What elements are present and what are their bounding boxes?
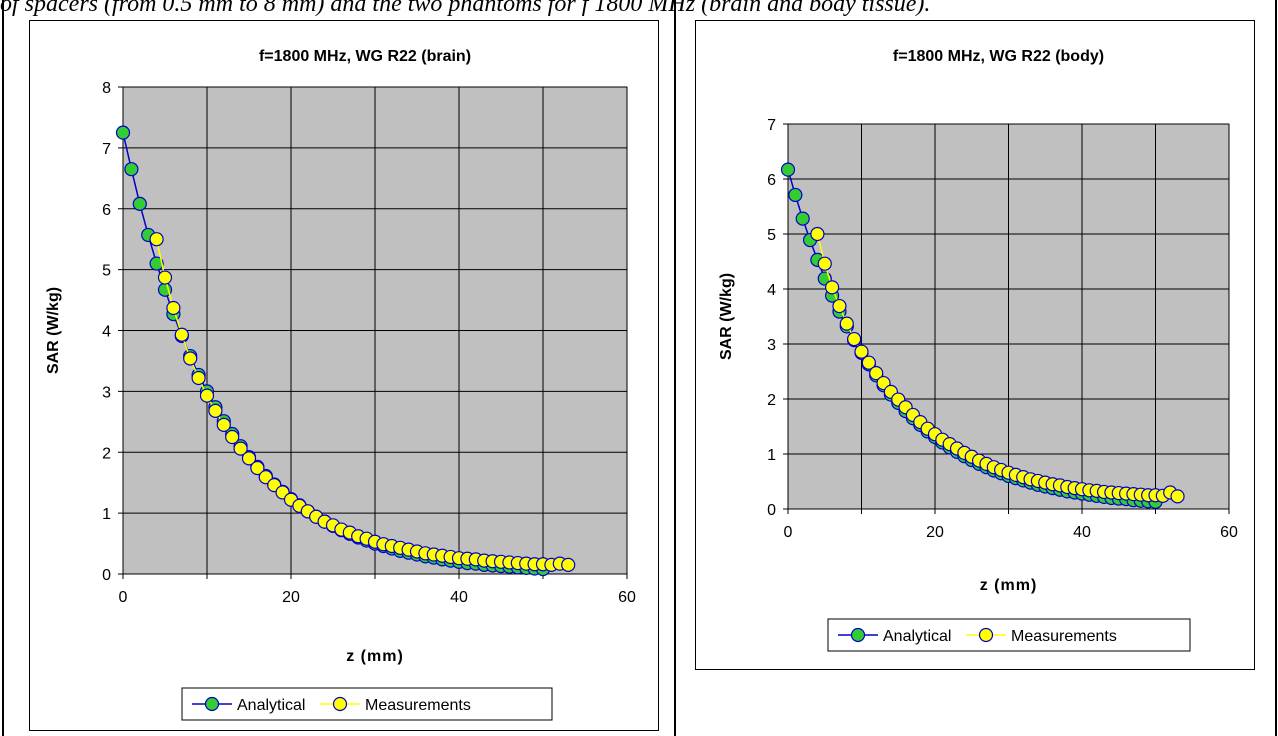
data-point [115, 125, 131, 140]
data-point [780, 162, 796, 177]
legend: Analytical Measurements [827, 618, 1191, 652]
data-point [199, 388, 215, 403]
page-caption: of spacers (from 0.5 mm to 8 mm) and the… [0, 0, 931, 17]
data-point [861, 355, 876, 370]
data-point [1170, 489, 1185, 504]
legend-label: Measurements [365, 697, 471, 714]
data-point [241, 451, 257, 466]
y-tick-label: 3 [102, 384, 111, 401]
x-tick-label: 20 [282, 589, 300, 606]
data-point [847, 331, 862, 347]
data-point [157, 270, 173, 285]
data-point [788, 187, 803, 203]
x-tick-label: 60 [1220, 524, 1238, 541]
legend-box [181, 687, 553, 721]
data-point [839, 316, 854, 331]
y-tick-label: 3 [767, 337, 776, 354]
chart-panel-brain: f=1800 MHz, WG R22 (brain) 0 1 2 3 4 5 6 7 8 0 20 40… [29, 20, 659, 731]
y-tick-label: 1 [767, 447, 776, 464]
x-tick-label: 40 [1073, 524, 1091, 541]
data-point [149, 256, 164, 271]
y-tick-label: 6 [767, 172, 776, 189]
y-tick-label: 5 [767, 227, 776, 244]
data-point [208, 403, 223, 418]
legend-label: Analytical [883, 628, 951, 645]
data-point [233, 441, 248, 456]
legend-marker [332, 696, 348, 712]
y-tick-label: 7 [102, 141, 111, 158]
data-point [124, 162, 139, 177]
data-point [832, 298, 847, 314]
chart-panel-body: f=1800 MHz, WG R22 (body) 0 1 2 3 4 5 6 7 0 20 40 60… [695, 20, 1255, 670]
y-tick-label: 8 [102, 80, 111, 97]
chart-body: f=1800 MHz, WG R22 (body) 0 1 2 3 4 5 6 7 0 20 40 60… [718, 48, 1238, 652]
y-tick-label: 2 [102, 445, 111, 462]
data-point [149, 232, 164, 247]
y-tick-label: 4 [102, 324, 111, 341]
legend-marker [204, 696, 220, 712]
y-tick-label: 2 [767, 392, 776, 409]
y-axis-label: SAR (W/kg) [45, 287, 62, 374]
y-tick-label: 1 [102, 506, 111, 523]
data-point [795, 211, 810, 226]
data-point [854, 344, 869, 359]
x-tick-label: 0 [119, 589, 128, 606]
frame-right-border [1275, 0, 1277, 736]
series-measurements [810, 226, 1185, 504]
data-point [817, 256, 832, 271]
legend-label: Analytical [237, 697, 305, 714]
series-measurements [149, 232, 576, 572]
data-point [132, 196, 147, 211]
x-tick-label: 40 [450, 589, 468, 606]
data-point [225, 429, 240, 445]
data-point [561, 557, 576, 572]
data-point [869, 366, 884, 381]
x-tick-label: 20 [926, 524, 944, 541]
data-point [183, 351, 198, 366]
frame-left-border [2, 0, 4, 736]
chart-title: f=1800 MHz, WG R22 (body) [893, 48, 1104, 65]
legend-marker [850, 627, 866, 643]
legend: Analytical Measurements [181, 687, 553, 721]
legend-marker [978, 627, 994, 643]
y-tick-label: 0 [102, 567, 111, 584]
data-point [174, 327, 189, 342]
chart-title: f=1800 MHz, WG R22 (brain) [259, 48, 471, 65]
x-tick-label: 60 [618, 589, 636, 606]
x-axis-label: z (mm) [346, 648, 404, 665]
y-tick-label: 0 [767, 502, 776, 519]
x-axis-label: z (mm) [980, 577, 1038, 594]
y-tick-label: 7 [767, 117, 776, 134]
y-tick-label: 4 [767, 282, 776, 299]
frame-divider [674, 0, 676, 736]
x-tick-label: 0 [784, 524, 793, 541]
data-point [250, 460, 265, 476]
y-tick-label: 5 [102, 263, 111, 280]
legend-label: Measurements [1011, 628, 1117, 645]
y-axis-label: SAR (W/kg) [718, 273, 735, 360]
y-tick-label: 6 [102, 202, 111, 219]
data-point [825, 280, 840, 295]
data-point [191, 370, 206, 386]
data-point [166, 300, 181, 316]
legend-box [827, 618, 1191, 652]
data-point [810, 226, 825, 242]
chart-brain: f=1800 MHz, WG R22 (brain) 0 1 2 3 4 5 6 7 8 0 20 40… [45, 48, 636, 721]
data-point [216, 417, 231, 432]
